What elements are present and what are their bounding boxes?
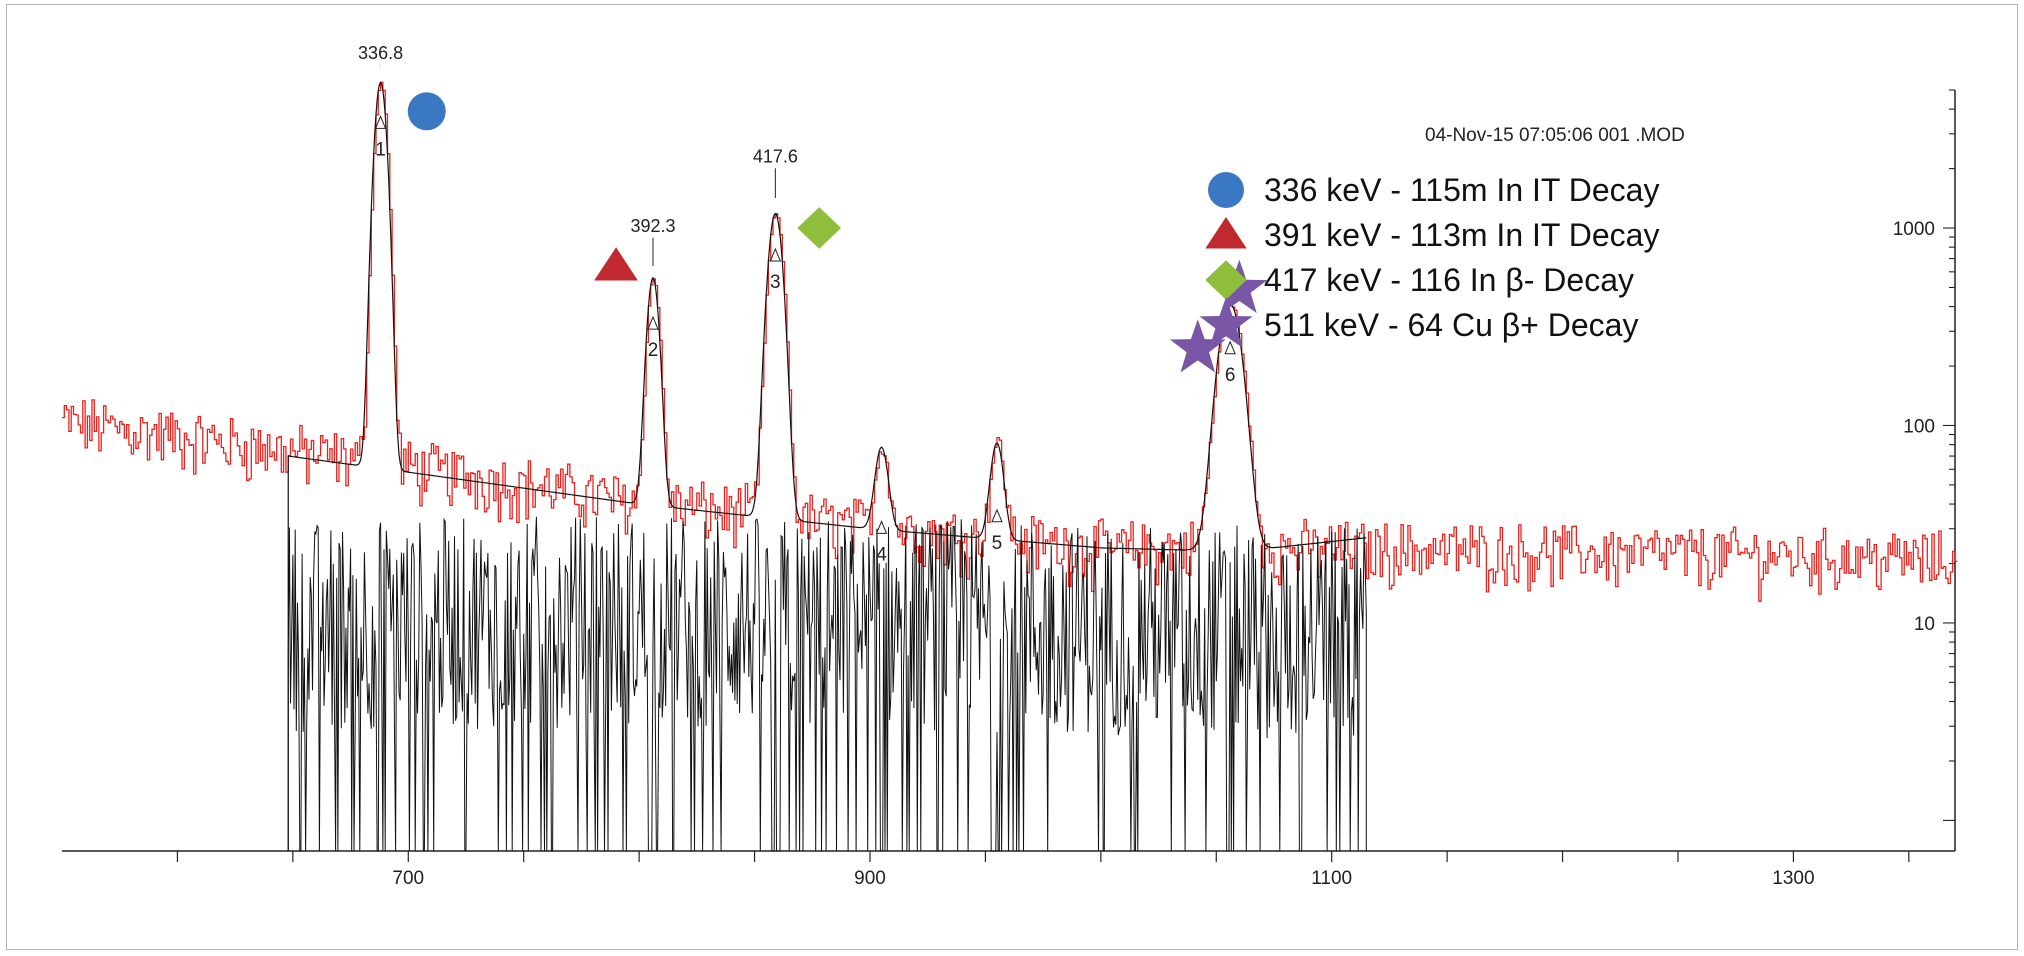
star-peak-marker bbox=[1169, 319, 1226, 373]
legend-entry-label: 391 keV - 113m In IT Decay bbox=[1264, 217, 1659, 253]
legend-diamond-icon bbox=[1205, 260, 1247, 300]
chart-frame bbox=[6, 4, 2018, 950]
x-tick-label: 1300 bbox=[1772, 868, 1814, 889]
peak-marker-triangle bbox=[1224, 340, 1236, 355]
diamond-peak-marker bbox=[797, 207, 842, 249]
peak-marker-triangle bbox=[374, 115, 387, 129]
peak-value-label: 336.8 bbox=[358, 43, 403, 63]
legend-entry-label: 417 keV - 116 In β- Decay bbox=[1264, 262, 1634, 298]
peak-number-label: 5 bbox=[992, 533, 1003, 554]
peak-number-label: 6 bbox=[1225, 365, 1236, 386]
legend-star-icon bbox=[1199, 297, 1253, 348]
legend-entry-label: 511 keV - 64 Cu β+ Decay bbox=[1264, 307, 1638, 343]
timestamp-label: 04-Nov-15 07:05:06 001 .MOD bbox=[1425, 125, 1685, 146]
peak-marker-triangle bbox=[991, 508, 1003, 523]
peak-marker-triangle bbox=[647, 315, 659, 330]
peak-marker-triangle bbox=[875, 520, 888, 534]
peak-value-label: 392.3 bbox=[630, 216, 675, 236]
y-tick-label: 1000 bbox=[1893, 219, 1935, 240]
peak-number-label: 3 bbox=[770, 272, 781, 293]
peak-number-label: 1 bbox=[375, 139, 386, 160]
peak-value-label: 417.6 bbox=[753, 146, 798, 166]
legend-circle-icon bbox=[1208, 172, 1244, 208]
x-tick-label: 700 bbox=[392, 868, 424, 889]
x-tick-label: 900 bbox=[854, 868, 886, 889]
background-fit-line bbox=[288, 81, 1367, 551]
peak-marker-triangle bbox=[769, 247, 782, 262]
legend: 336 keV - 115m In IT Decay 391 keV - 113m… bbox=[1199, 172, 1659, 348]
peak-number-label: 2 bbox=[648, 340, 659, 361]
legend-entry-label: 336 keV - 115m In IT Decay bbox=[1264, 172, 1659, 208]
x-tick-label: 1100 bbox=[1311, 868, 1352, 889]
plot-area: 700 900 1100 1300 10 100 1000 1 336.8 2 392.3 3 417.… bbox=[62, 43, 1958, 889]
y-tick-label: 100 bbox=[1903, 416, 1935, 437]
circle-peak-marker bbox=[407, 92, 446, 131]
peak-number-label: 4 bbox=[876, 544, 887, 565]
residual-series-line bbox=[287, 516, 1367, 852]
y-tick-label: 10 bbox=[1914, 614, 1935, 635]
legend-triangle-icon bbox=[1205, 217, 1247, 249]
triangle-peak-marker bbox=[594, 247, 638, 281]
spectrum-series-line bbox=[62, 81, 1958, 602]
